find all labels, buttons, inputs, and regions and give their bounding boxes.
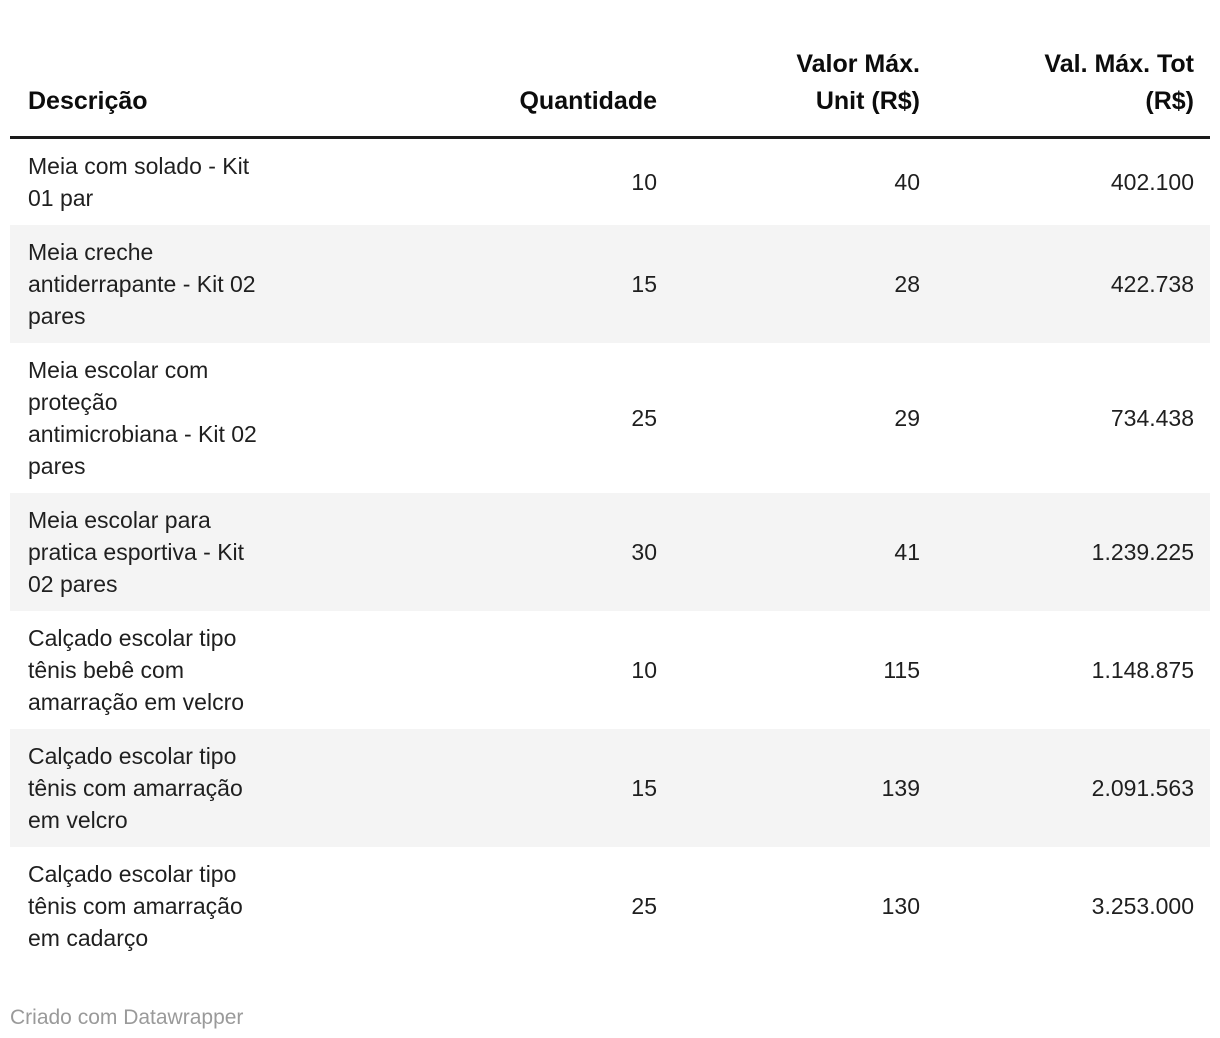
cell-descricao: Meia escolar com proteção antimicrobiana… [28, 357, 257, 479]
datawrapper-credit-link[interactable]: Criado com Datawrapper [10, 1006, 244, 1029]
cell-descricao: Meia creche antiderrapante - Kit 02 pare… [28, 239, 256, 329]
cell-val-max-tot: 1.148.875 [1091, 657, 1194, 683]
cell-descricao: Calçado escolar tipo tênis com amarração… [28, 743, 243, 833]
cell-val-max-tot: 734.438 [1110, 405, 1194, 431]
cell-descricao: Meia com solado - Kit 01 par [28, 153, 250, 211]
procurement-table: Descrição Quantidade Valor Máx. Unit (R$… [10, 0, 1210, 965]
cell-descricao: Calçado escolar tipo tênis bebê com amar… [28, 625, 245, 715]
cell-val-max-tot: 402.100 [1110, 169, 1194, 195]
column-header-valor-max-unit: Valor Máx. Unit (R$) [673, 0, 936, 139]
cell-quantidade: 10 [631, 169, 657, 195]
cell-valor-max-unit: 139 [881, 775, 920, 801]
table-body: Meia com solado - Kit 01 par 10 40 402.1… [10, 138, 1210, 966]
table-header: Descrição Quantidade Valor Máx. Unit (R$… [10, 0, 1210, 139]
cell-quantidade: 25 [631, 893, 657, 919]
cell-val-max-tot: 422.738 [1110, 271, 1194, 297]
cell-valor-max-unit: 28 [894, 271, 920, 297]
cell-quantidade: 25 [631, 405, 657, 431]
table-row: Meia escolar com proteção antimicrobiana… [10, 343, 1210, 493]
cell-val-max-tot: 3.253.000 [1091, 893, 1194, 919]
cell-quantidade: 15 [631, 775, 657, 801]
table-row: Calçado escolar tipo tênis com amarração… [10, 729, 1210, 847]
column-header-val-max-tot: Val. Máx. Tot (R$) [936, 0, 1210, 139]
header-row: Descrição Quantidade Valor Máx. Unit (R$… [10, 0, 1210, 139]
cell-descricao: Calçado escolar tipo tênis com amarração… [28, 861, 243, 951]
cell-valor-max-unit: 115 [883, 657, 920, 683]
cell-valor-max-unit: 40 [894, 169, 920, 195]
cell-quantidade: 15 [631, 271, 657, 297]
cell-valor-max-unit: 29 [894, 405, 920, 431]
column-header-quantidade: Quantidade [370, 0, 673, 139]
cell-descricao: Meia escolar para pratica esportiva - Ki… [28, 507, 245, 597]
cell-val-max-tot: 2.091.563 [1091, 775, 1194, 801]
cell-val-max-tot: 1.239.225 [1091, 539, 1194, 565]
column-header-descricao: Descrição [10, 0, 370, 139]
cell-quantidade: 10 [631, 657, 657, 683]
table-row: Calçado escolar tipo tênis bebê com amar… [10, 611, 1210, 729]
table-row: Meia creche antiderrapante - Kit 02 pare… [10, 225, 1210, 343]
cell-quantidade: 30 [631, 539, 657, 565]
table-row: Meia com solado - Kit 01 par 10 40 402.1… [10, 138, 1210, 226]
table-row: Meia escolar para pratica esportiva - Ki… [10, 493, 1210, 611]
cell-valor-max-unit: 130 [881, 893, 920, 919]
cell-valor-max-unit: 41 [894, 539, 920, 565]
table-row: Calçado escolar tipo tênis com amarração… [10, 847, 1210, 965]
